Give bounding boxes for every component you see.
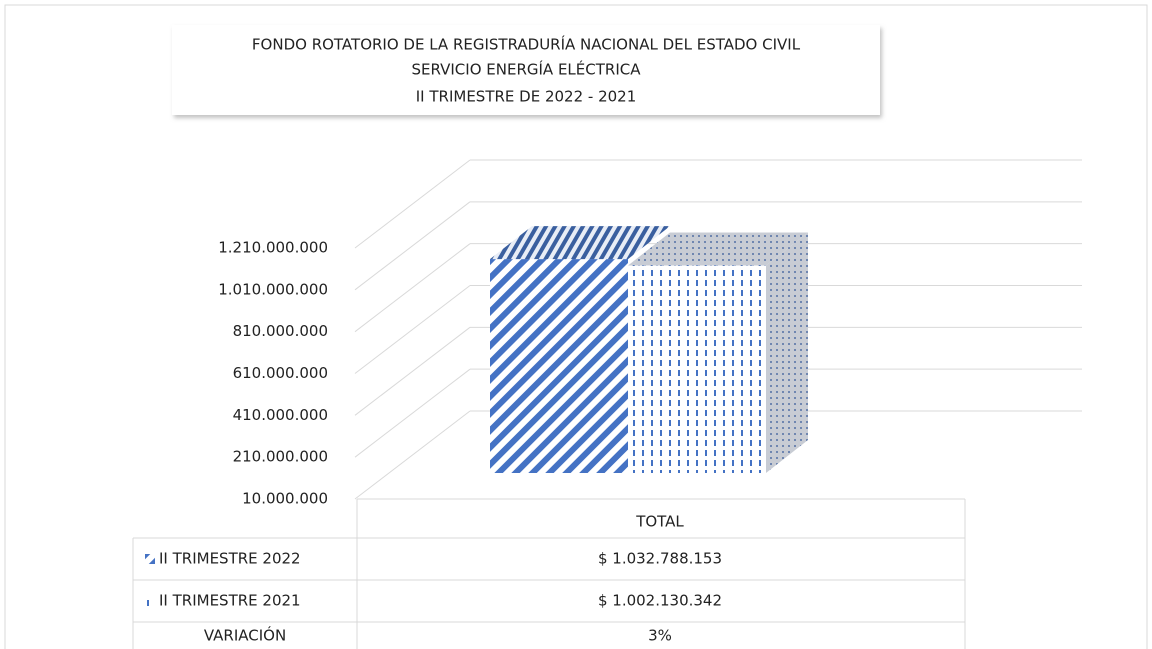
legend-swatch	[145, 554, 155, 564]
y-tick-label: 810.000.000	[233, 322, 328, 340]
grid-line	[354, 410, 471, 500]
grid-line	[354, 326, 471, 416]
bar-side	[766, 232, 808, 473]
grid-line	[354, 285, 471, 374]
chart-title: FONDO ROTATORIO DE LA REGISTRADURÍA NACI…	[252, 35, 801, 54]
table-grid	[132, 498, 966, 649]
grid-line	[354, 159, 471, 249]
bar-top	[628, 232, 808, 266]
data-label: $ 1.032.788.153	[598, 550, 722, 568]
grid-line	[354, 201, 471, 291]
y-tick-label: 10.000.000	[242, 490, 328, 508]
y-tick-label: 1.010.000.000	[218, 280, 328, 298]
y-tick-label: 210.000.000	[233, 448, 328, 466]
y-tick-label: 1.210.000.000	[218, 239, 328, 257]
row-header: VARIACIÓN	[204, 626, 286, 645]
y-tick-label: 410.000.000	[233, 406, 328, 424]
legend-label: II TRIMESTRE 2021	[159, 592, 301, 610]
table-cell: 3%	[648, 627, 672, 645]
grid-line	[354, 368, 471, 458]
y-tick-label: 610.000.000	[233, 364, 328, 382]
bar	[490, 259, 628, 473]
grid-line	[354, 243, 471, 333]
bar-top	[490, 226, 670, 260]
legend-swatch	[145, 596, 155, 606]
bar	[628, 265, 766, 473]
title-box	[172, 25, 880, 115]
category-label: TOTAL	[635, 513, 684, 531]
data-label: $ 1.002.130.342	[598, 592, 722, 610]
legend-label: II TRIMESTRE 2022	[159, 550, 301, 568]
chart-subtitle: SERVICIO ENERGÍA ELÉCTRICA	[412, 60, 642, 79]
chart-subtitle: II TRIMESTRE DE 2022 - 2021	[416, 88, 637, 106]
